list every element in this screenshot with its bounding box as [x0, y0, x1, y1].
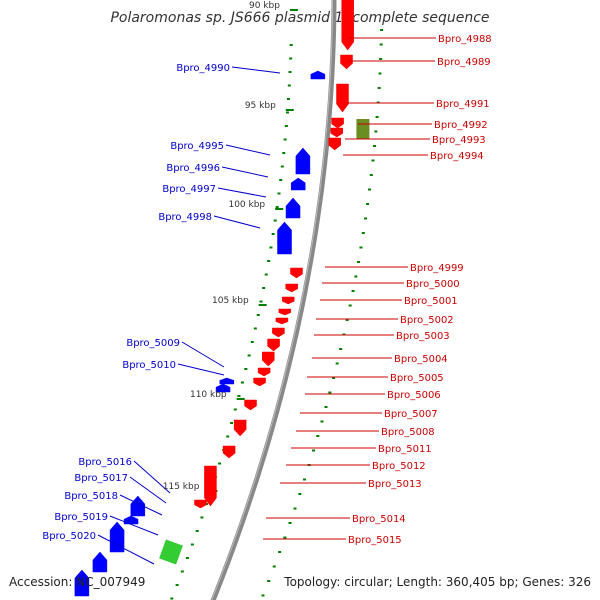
forward-gene-arrow: [281, 296, 295, 305]
reverse-gene-arrow: [74, 569, 90, 597]
scale-label: 115 kbp: [163, 482, 200, 492]
gene-label-bpro-5000: Bpro_5000: [406, 279, 460, 290]
gene-label-bpro-5004: Bpro_5004: [394, 354, 448, 365]
genes-layer: [74, 0, 370, 597]
forward-gene-arrow: [267, 338, 280, 352]
gene-label-bpro-4989: Bpro_4989: [437, 57, 491, 68]
forward-gene-arrow: [244, 399, 257, 411]
gene-label-bpro-5009: Bpro_5009: [126, 338, 180, 349]
gene-label-bpro-5002: Bpro_5002: [400, 315, 454, 326]
labels-layer: 90 kbp 95 kbp 100 kbp 105 kbp 110 kbp 115 kbp…: [42, 1, 491, 546]
gene-label-bpro-4996: Bpro_4996: [166, 163, 220, 174]
backbone-highlight: [211, 0, 333, 600]
forward-gene-arrow: [285, 283, 298, 293]
leader-line: [177, 363, 225, 376]
scale-label: 110 kbp: [190, 390, 227, 400]
scale-label: 90 kbp: [249, 1, 280, 11]
forward-gene-arrow: [204, 465, 217, 507]
gene-label-bpro-4997: Bpro_4997: [162, 184, 216, 195]
leader-line: [97, 534, 155, 565]
scale-label: 95 kbp: [245, 101, 276, 111]
gene-label-bpro-4999: Bpro_4999: [410, 263, 464, 274]
reverse-gene-arrow: [215, 383, 231, 393]
leaders-layer: [97, 37, 436, 565]
gene-label-bpro-5014: Bpro_5014: [352, 514, 406, 525]
reverse-gene-arrow: [290, 177, 306, 191]
gene-label-bpro-5005: Bpro_5005: [390, 373, 444, 384]
topology-text: Topology: circular; Length: 360,405 bp; …: [284, 575, 591, 589]
gene-label-bpro-5011: Bpro_5011: [378, 444, 432, 455]
forward-gene-arrow: [340, 54, 353, 70]
gene-label-bpro-4993: Bpro_4993: [432, 135, 486, 146]
forward-gene-arrow: [341, 0, 354, 51]
leader-line: [221, 166, 269, 178]
gene-label-bpro-5006: Bpro_5006: [387, 390, 441, 401]
leader-line: [231, 66, 281, 74]
forward-gene-arrow: [331, 117, 344, 129]
gene-label-bpro-5013: Bpro_5013: [368, 479, 422, 490]
leader-line: [213, 215, 261, 229]
gene-label-bpro-5016: Bpro_5016: [78, 457, 132, 468]
leader-line: [217, 187, 267, 198]
scale-label: 100 kbp: [228, 200, 265, 210]
gc-ticks-layer: [170, 9, 384, 600]
gene-label-bpro-4992: Bpro_4992: [434, 120, 488, 131]
forward-gene-arrow: [262, 351, 275, 367]
gene-label-bpro-5008: Bpro_5008: [381, 427, 435, 438]
forward-gene-arrow: [328, 137, 341, 151]
map-title: Polaromonas sp. JS666 plasmid 1, complet…: [110, 10, 490, 26]
gene-label-bpro-5010: Bpro_5010: [122, 360, 176, 371]
scale-label: 105 kbp: [212, 296, 249, 306]
gene-label-bpro-5018: Bpro_5018: [64, 491, 118, 502]
gene-label-bpro-5019: Bpro_5019: [54, 512, 108, 523]
accession-text: Accession: NC_007949: [9, 575, 146, 589]
forward-gene-arrow: [330, 127, 344, 138]
leader-line: [109, 515, 159, 536]
olive-gene: [356, 119, 370, 139]
gene-label-bpro-5017: Bpro_5017: [74, 473, 128, 484]
backbone-layer: [210, 0, 337, 600]
forward-gene-arrow: [278, 308, 292, 316]
reverse-gene-arrow: [295, 147, 311, 175]
gene-label-bpro-5007: Bpro_5007: [384, 409, 438, 420]
reverse-gene-arrow: [219, 377, 235, 385]
leader-line: [133, 460, 171, 494]
reverse-gene-arrow: [130, 495, 146, 517]
gene-label-bpro-4998: Bpro_4998: [158, 212, 212, 223]
gene-label-bpro-5001: Bpro_5001: [404, 296, 458, 307]
reverse-gene-arrow: [310, 70, 326, 80]
gene-label-bpro-5015: Bpro_5015: [348, 535, 402, 546]
forward-gene-arrow: [257, 367, 271, 377]
rna-gene: [159, 539, 183, 565]
leader-line: [181, 341, 225, 368]
gene-label-bpro-4995: Bpro_4995: [170, 141, 224, 152]
forward-gene-arrow: [253, 377, 266, 387]
forward-gene-arrow: [233, 419, 247, 437]
reverse-gene-arrow: [109, 521, 125, 553]
reverse-gene-arrow: [277, 221, 292, 255]
leader-line: [225, 144, 271, 156]
reverse-gene-arrow: [285, 197, 301, 219]
gene-label-bpro-4990: Bpro_4990: [176, 63, 230, 74]
leader-line: [119, 494, 163, 516]
gene-label-bpro-4994: Bpro_4994: [430, 151, 484, 162]
gene-label-bpro-4988: Bpro_4988: [438, 34, 492, 45]
gene-label-bpro-5012: Bpro_5012: [372, 461, 426, 472]
gene-label-bpro-4991: Bpro_4991: [436, 99, 490, 110]
forward-gene-arrow: [336, 83, 349, 113]
reverse-gene-arrow: [92, 551, 108, 573]
forward-gene-arrow: [275, 317, 289, 325]
forward-gene-arrow: [272, 327, 285, 338]
forward-gene-arrow: [194, 499, 207, 509]
gene-label-bpro-5003: Bpro_5003: [396, 331, 450, 342]
leader-line: [129, 476, 167, 504]
backbone: [210, 0, 337, 600]
forward-gene-arrow: [222, 445, 236, 459]
forward-gene-arrow: [290, 267, 303, 279]
gene-label-bpro-5020: Bpro_5020: [42, 531, 96, 542]
